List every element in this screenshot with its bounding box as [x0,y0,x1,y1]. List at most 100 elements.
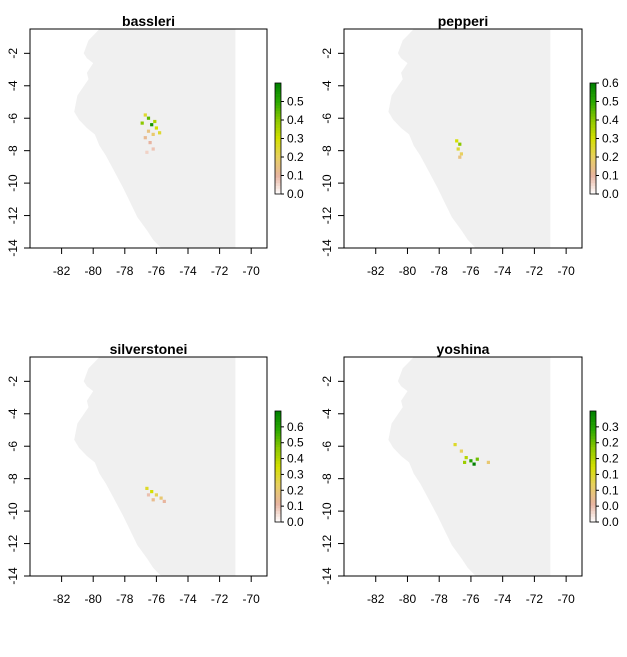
legend-tick-label: 0.6 [287,420,304,434]
legend-swatch [590,102,596,106]
panel-yoshina: yoshina -82 -80 -78 -76 -74 -72 -70 -2 -4 -6 -8 -10 -… [320,341,619,606]
raster-cell [150,490,154,494]
x-tick-label: -76 [148,264,166,278]
legend-swatch [275,166,281,170]
legend-swatch [590,411,596,415]
legend-swatch [275,144,281,148]
legend-swatch [275,152,281,156]
legend-swatch [590,505,596,509]
y-tick-label: -10 [320,174,334,192]
raster-cell [154,126,158,130]
legend-swatch [275,422,281,426]
legend-swatch [590,455,596,459]
x-tick-label: -72 [526,264,544,278]
legend-tick-label: 0.2 [602,150,619,164]
raster-cell [458,142,462,146]
y-tick-label: -14 [320,567,334,585]
legend-swatch [590,94,596,98]
legend-tick-label: 0.3 [287,467,304,481]
raster-cell [464,456,468,460]
legend-swatch [590,424,596,428]
x-tick-label: -70 [557,264,575,278]
legend-swatch [275,157,281,161]
x-tick-label: -74 [494,264,512,278]
legend-tick-label: 0.0 [602,515,619,529]
y-tick-label: -14 [320,239,334,257]
raster-cell [453,443,457,447]
legend-swatch [275,110,281,114]
legend-swatch [275,180,281,184]
legend-swatch [590,469,596,473]
legend-swatch [275,494,281,498]
legend-swatch [590,141,596,145]
x-tick-label: -74 [494,592,512,606]
y-tick-label: -4 [320,80,334,91]
legend-swatch [275,449,281,453]
legend-swatch [275,177,281,181]
legend-swatch [275,182,281,186]
legend-tick-label: 0.0 [602,499,619,513]
legend-tick-label: 0.1 [602,169,619,183]
legend-swatch [590,185,596,189]
legend-swatch [275,105,281,109]
legend-swatch [590,458,596,462]
legend-tick-label: 0.5 [602,95,619,109]
raster-cell [455,139,459,143]
x-tick-label: -74 [179,592,197,606]
legend-swatch [275,458,281,462]
legend-swatch [590,180,596,184]
legend-swatch [590,452,596,456]
y-tick-label: -2 [320,376,334,387]
legend-swatch [275,135,281,139]
x-tick-label: -70 [243,264,261,278]
legend-swatch [590,460,596,465]
legend-swatch [275,510,281,514]
legend-swatch [275,477,281,481]
legend-swatch [590,422,596,426]
legend-swatch [590,113,596,117]
legend-swatch [590,174,596,178]
x-tick-label: -80 [399,592,417,606]
y-tick-label: -4 [320,408,334,419]
legend-tick-label: 0.0 [287,187,304,201]
legend-swatch [275,452,281,456]
raster-cell [472,462,476,466]
legend-swatch [275,480,281,484]
legend-swatch [590,160,596,164]
legend-swatch [590,124,596,128]
legend-swatch [590,85,596,89]
y-tick-label: -12 [320,207,334,225]
y-tick-label: -14 [6,239,20,257]
legend-swatch [590,480,596,484]
legend-swatch [590,83,596,87]
legend-swatch [275,94,281,98]
y-tick-label: -6 [320,441,334,452]
legend-swatch [590,427,596,431]
legend-swatch [590,430,596,434]
y-tick-label: -8 [6,473,20,484]
legend-tick-label: 0.3 [602,420,619,434]
x-tick-label: -82 [367,592,385,606]
panel-title: silverstonei [110,341,188,357]
legend-tick-label: 0.4 [287,113,304,127]
legend-swatch [275,472,281,476]
x-tick-label: -82 [367,264,385,278]
raster-cell [146,129,151,133]
y-tick-label: -6 [6,441,20,452]
raster-cell [151,147,155,151]
legend-swatch [275,497,281,501]
legend-swatch [590,413,596,417]
legend-swatch [275,130,281,134]
legend-swatch [275,124,281,128]
legend-swatch [590,127,596,131]
legend-swatch [275,499,281,503]
legend-swatch [275,519,281,523]
y-tick-label: -8 [320,145,334,156]
legend-swatch [275,513,281,517]
legend-swatch [590,135,596,139]
legend-swatch [590,441,596,445]
legend-swatch [275,163,281,167]
y-tick-label: -6 [320,113,334,124]
x-tick-label: -78 [116,592,134,606]
legend-swatch [275,83,281,87]
